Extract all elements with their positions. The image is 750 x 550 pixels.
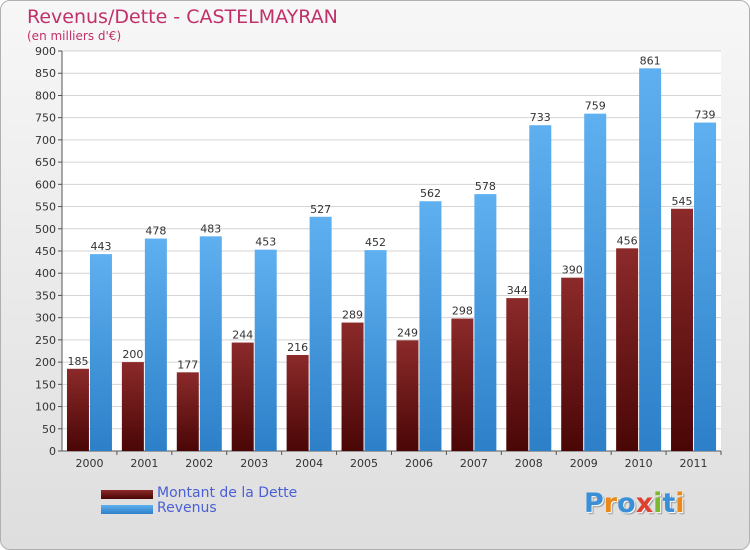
data-label-revenue: 861: [640, 54, 661, 67]
data-label-debt: 344: [507, 284, 528, 297]
y-tick-label: 0: [49, 445, 56, 458]
x-tick-label: 2006: [405, 457, 433, 470]
y-tick-label: 150: [35, 378, 56, 391]
logo-letter: i: [675, 488, 685, 519]
bar-revenue: [529, 125, 552, 451]
logo-letter: r: [603, 488, 618, 519]
x-tick-label: 2001: [130, 457, 158, 470]
bar-debt: [396, 340, 419, 451]
bar-debt: [286, 355, 309, 451]
bar-debt: [66, 368, 89, 451]
logo-letter: P: [584, 488, 604, 519]
data-label-debt: 200: [122, 348, 143, 361]
x-tick-label: 2000: [75, 457, 103, 470]
x-tick-label: 2002: [185, 457, 213, 470]
legend-swatch-revenue: [101, 505, 153, 514]
x-tick-label: 2009: [570, 457, 598, 470]
bar-revenue: [364, 250, 387, 451]
bar-revenue: [254, 249, 277, 451]
y-tick-label: 800: [35, 89, 56, 102]
logo-letter: t: [662, 488, 676, 519]
bar-revenue: [694, 122, 717, 452]
bar-revenue: [639, 68, 662, 451]
bar-debt: [506, 298, 529, 451]
bar-debt: [616, 248, 639, 451]
data-label-debt: 289: [342, 309, 363, 322]
data-label-revenue: 759: [585, 100, 606, 113]
data-label-revenue: 443: [90, 240, 111, 253]
legend-swatch-debt: [101, 490, 153, 499]
data-label-revenue: 739: [695, 109, 716, 122]
data-label-revenue: 578: [475, 180, 496, 193]
x-tick-label: 2007: [460, 457, 488, 470]
y-tick-label: 750: [35, 112, 56, 125]
y-tick-label: 550: [35, 201, 56, 214]
bar-revenue: [89, 254, 112, 451]
bar-debt: [451, 318, 474, 451]
y-tick-label: 500: [35, 223, 56, 236]
bar-revenue: [584, 113, 607, 452]
data-label-debt: 244: [232, 329, 253, 342]
data-label-debt: 249: [397, 326, 418, 339]
legend-label-revenue: Revenus: [157, 500, 217, 516]
x-tick-label: 2003: [240, 457, 268, 470]
bar-debt: [561, 277, 584, 451]
logo-letter: o: [617, 488, 636, 519]
data-label-debt: 216: [287, 341, 308, 354]
y-tick-label: 400: [35, 267, 56, 280]
data-label-debt: 545: [672, 195, 693, 208]
y-tick-label: 450: [35, 245, 56, 258]
bar-debt: [231, 342, 254, 451]
y-tick-label: 50: [42, 423, 56, 436]
data-label-revenue: 478: [145, 225, 166, 238]
y-tick-label: 250: [35, 334, 56, 347]
y-tick-label: 850: [35, 67, 56, 80]
x-tick-label: 2005: [350, 457, 378, 470]
bar-debt: [671, 208, 694, 451]
data-label-debt: 185: [67, 355, 88, 368]
legend-label-debt: Montant de la Dette: [157, 485, 298, 501]
data-label-revenue: 733: [530, 111, 551, 124]
chart-title: Revenus/Dette - CASTELMAYRAN: [27, 6, 338, 28]
data-label-debt: 177: [177, 358, 198, 371]
y-tick-label: 600: [35, 178, 56, 191]
data-label-revenue: 483: [200, 222, 221, 235]
chart-subtitle: (en milliers d'€): [27, 29, 122, 43]
y-tick-label: 350: [35, 289, 56, 302]
x-tick-label: 2010: [625, 457, 653, 470]
x-tick-label: 2008: [515, 457, 543, 470]
logo-letter: i: [653, 488, 663, 519]
bar-revenue: [144, 238, 167, 451]
data-label-revenue: 452: [365, 236, 386, 249]
data-label-revenue: 527: [310, 203, 331, 216]
proxiti-logo: Proxiti: [584, 488, 685, 519]
y-tick-label: 200: [35, 356, 56, 369]
data-label-revenue: 562: [420, 187, 441, 200]
y-tick-label: 650: [35, 156, 56, 169]
data-label-debt: 390: [562, 264, 583, 277]
bar-revenue: [309, 216, 332, 451]
bar-debt: [176, 372, 199, 451]
bar-debt: [341, 322, 364, 451]
logo-letter: x: [635, 488, 654, 519]
y-tick-label: 300: [35, 312, 56, 325]
bar-debt: [121, 362, 144, 451]
bar-revenue: [419, 201, 442, 451]
bar-revenue: [199, 236, 222, 451]
y-tick-label: 100: [35, 401, 56, 414]
y-tick-label: 900: [35, 45, 56, 58]
x-tick-label: 2011: [680, 457, 708, 470]
y-tick-label: 700: [35, 134, 56, 147]
x-tick-label: 2004: [295, 457, 323, 470]
data-label-revenue: 453: [255, 236, 276, 249]
data-label-debt: 298: [452, 305, 473, 318]
bar-revenue: [474, 194, 497, 451]
data-label-debt: 456: [617, 234, 638, 247]
